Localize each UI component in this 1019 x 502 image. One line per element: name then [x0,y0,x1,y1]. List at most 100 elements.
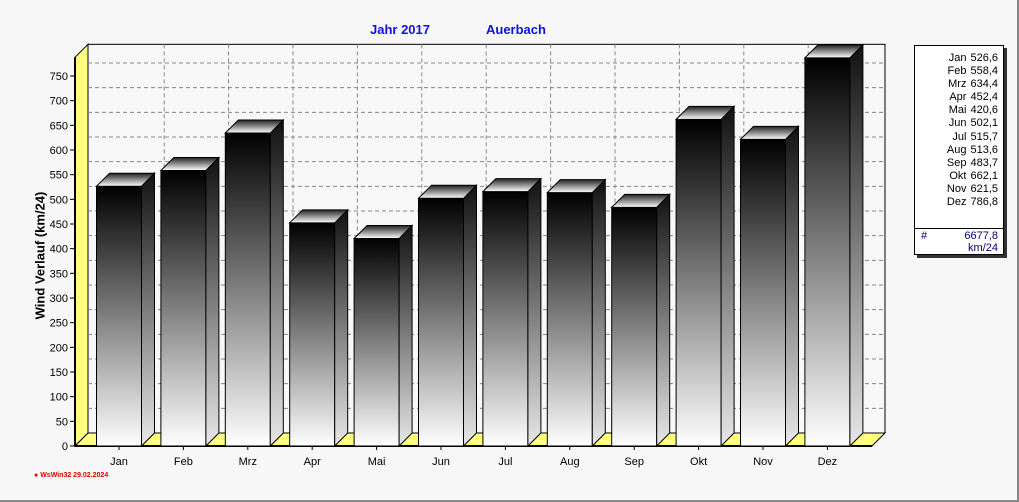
x-tick-label: Aug [560,456,580,468]
bar-side [205,156,220,448]
legend-month: Dez [946,196,967,209]
total-symbol: # [921,230,928,242]
total-value: 6677,8 [964,230,998,242]
legend-month: Jul [952,130,967,143]
bar-side [463,184,477,448]
legend-month: Okt [949,169,967,182]
bar-front [224,132,271,447]
total-unit: km/24 [968,242,998,254]
legend-row: Nov 621,5 [915,183,1003,196]
bar-dez [803,43,865,448]
bar-feb [159,156,221,448]
legend-month: Nov [946,182,967,195]
bar-top [417,184,478,199]
y-tick-label: 500 [50,194,68,206]
footer-credit: ● WsWin32 29.02.2024 [34,472,109,479]
legend-value: 502,1 [970,117,998,130]
legend: Jan 526,6 Feb 558,4 Mrz 634,4 Apr 452,4 Mai 420,6… [914,45,1004,255]
y-tick-label: 200 [50,342,68,354]
bar-top [159,157,221,172]
legend-row: Apr 452,4 [915,91,1003,104]
y-tick-label: 750 [50,71,68,83]
bar-front [546,192,593,447]
bar-side [398,224,413,448]
bar-top [95,172,156,187]
x-tick-label: Sep [624,456,644,468]
legend-row: Mrz 634,4 [915,78,1003,91]
bar-front [353,238,400,447]
y-tick-label: 100 [50,392,68,404]
bar-top [739,125,800,140]
bar-top [546,179,607,194]
x-tick-label: Okt [690,456,707,468]
legend-value: 621,5 [970,182,998,195]
bar-side [849,43,864,448]
legend-row: Feb 558,4 [915,65,1003,78]
legend-value: 662,1 [970,169,998,182]
bar-front [804,57,851,447]
y-tick-label: 0 [62,441,68,453]
legend-row: Jan 526,6 [915,52,1003,65]
y-tick-label: 50 [56,416,68,428]
legend-month: Aug [946,143,967,156]
legend-row: Mai 420,6 [915,104,1003,117]
bar-top [674,105,736,120]
x-tick-label: Mai [368,456,386,468]
plot-left-wall [74,43,89,448]
bar-top [224,119,285,134]
legend-value: 558,4 [970,65,998,78]
legend-row: Aug 513,6 [915,144,1003,157]
bar-top [481,178,543,193]
y-tick-label: 250 [50,318,68,330]
bar-sep [610,193,671,448]
legend-value: 526,6 [970,52,998,64]
bar-side [141,172,155,448]
legend-month: Feb [947,65,967,78]
chart-title-location: Auerbach [486,22,546,37]
x-tick-label: Jul [498,456,512,468]
bar-front [482,191,529,447]
legend-row: Okt 662,1 [915,170,1003,183]
legend-value: 452,4 [970,91,998,104]
legend-row: Sep 483,7 [915,157,1003,170]
bar-aug [546,178,607,448]
bar-side [720,105,735,448]
y-axis-label: Wind Verlauf (km/24) [32,191,48,320]
y-tick-label: 700 [50,96,68,108]
bar-front [96,185,142,447]
x-tick-label: Nov [753,456,773,468]
bar-jan [95,172,156,448]
bar-side [591,178,606,448]
bar-mai [352,224,414,448]
legend-value: 515,7 [970,130,998,143]
bar-side [527,177,542,448]
bar-mrz [224,118,285,448]
y-tick-label: 350 [50,268,68,280]
y-tick-label: 300 [50,293,68,305]
chart-title-year: Jahr 2017 [370,22,430,37]
legend-month: Jun [948,117,967,130]
bar-front [675,118,722,447]
bar-okt [674,105,736,448]
bar-side [656,193,671,448]
y-tick-label: 450 [50,219,68,231]
legend-month: Apr [949,91,967,104]
y-tick-label: 150 [50,367,68,379]
bar-side [269,118,284,448]
bar-side [785,125,799,448]
x-tick-label: Mrz [239,456,257,468]
x-tick-label: Jan [110,456,128,468]
bar-front [289,222,336,447]
bar-front [418,197,464,447]
bar-side [334,208,349,448]
bar-top [352,225,414,240]
legend-value: 483,7 [970,156,998,169]
bar-jun [417,184,478,448]
legend-month: Jan [948,52,967,64]
x-tick-label: Apr [304,456,321,468]
y-tick-label: 550 [50,170,68,182]
bar-top [803,44,865,59]
legend-total: #6677,8 km/24 [915,228,1003,254]
